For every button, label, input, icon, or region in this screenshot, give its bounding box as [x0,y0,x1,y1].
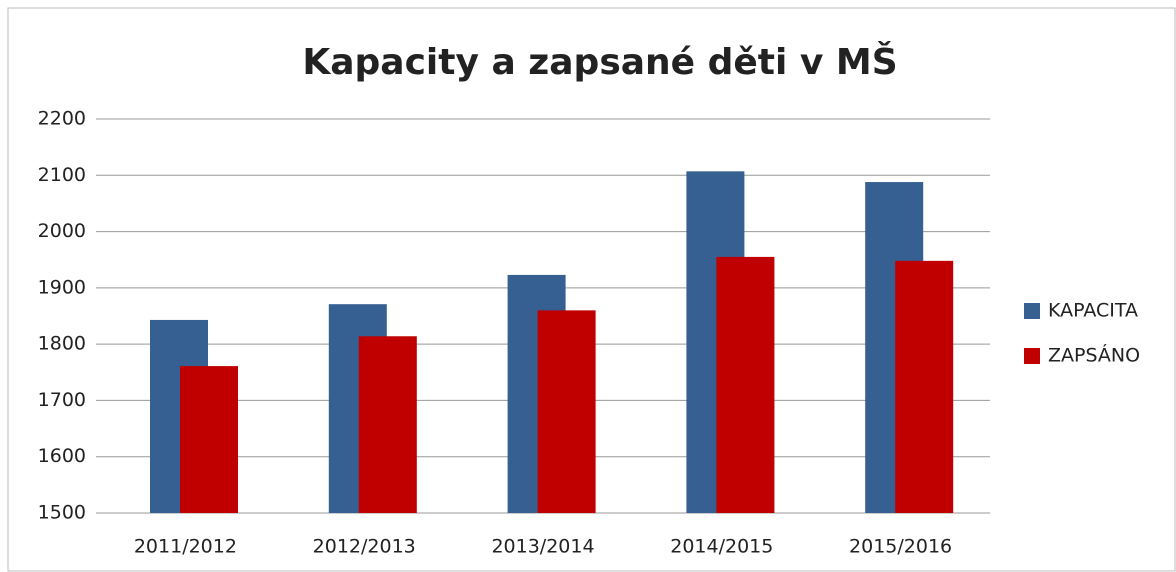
y-tick-label: 2100 [38,164,86,186]
y-tick-label: 1800 [38,333,86,355]
bar [358,336,417,513]
legend-label: ZAPSÁNO [1048,344,1140,367]
bar [180,366,238,513]
x-tick-label: 2015/2016 [849,536,952,558]
bar [895,260,954,513]
y-tick-label: 1600 [38,445,86,467]
y-tick-label: 1700 [38,389,86,411]
y-tick-label: 1500 [38,502,86,524]
x-tick-label: 2014/2015 [670,536,773,558]
chart-title: Kapacity a zapsané děti v MŠ [302,41,897,83]
x-tick-label: 2012/2013 [313,536,416,558]
legend-swatch [1024,303,1040,319]
y-tick-label: 2000 [38,220,86,242]
bar [537,310,596,513]
x-tick-label: 2013/2014 [491,536,594,558]
legend-swatch [1024,348,1040,364]
bar [716,256,775,513]
y-tick-label: 2200 [38,108,86,130]
y-tick-label: 1900 [38,276,86,298]
x-tick-label: 2011/2012 [134,536,237,558]
legend-label: KAPACITA [1048,300,1138,322]
